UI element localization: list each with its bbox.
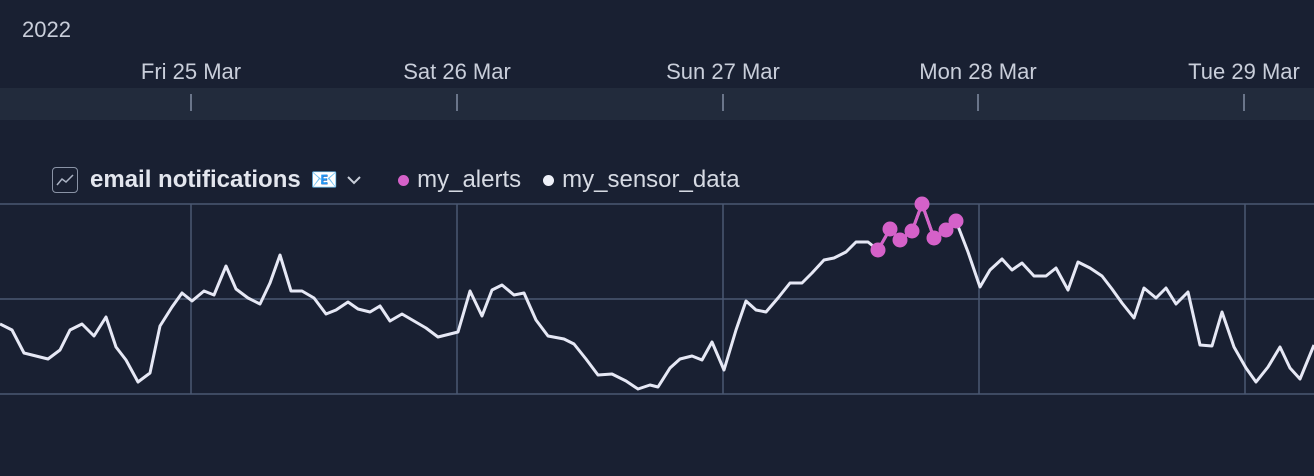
legend-item-my-sensor-data[interactable]: my_sensor_data <box>543 166 740 194</box>
alert-point[interactable] <box>870 242 886 258</box>
axis-tick <box>977 94 979 111</box>
legend-label: my_sensor_data <box>562 166 740 193</box>
grid <box>0 203 1314 395</box>
envelope-icon: 📧 <box>310 167 339 192</box>
axis-tick <box>190 94 192 111</box>
alert-point[interactable] <box>926 230 942 246</box>
alert-point[interactable] <box>892 232 908 248</box>
series-line-my-sensor-data[interactable] <box>0 202 1314 391</box>
legend-label: my_alerts <box>417 166 522 193</box>
chart-type-icon[interactable] <box>52 167 78 193</box>
legend-swatch <box>543 174 555 186</box>
panel-legend: email notifications 📧 my_alerts my_senso… <box>52 164 740 196</box>
panel-title[interactable]: email notifications <box>90 166 301 193</box>
year-label: 2022 <box>22 17 71 42</box>
alert-point[interactable] <box>938 222 954 238</box>
alert-point[interactable] <box>882 221 898 237</box>
date-label-tue: Tue 29 Mar <box>1188 59 1300 84</box>
axis-tick <box>1243 94 1245 111</box>
alert-point[interactable] <box>904 223 920 239</box>
axis-tick <box>456 94 458 111</box>
date-label-sun: Sun 27 Mar <box>666 59 780 84</box>
alert-point[interactable] <box>914 196 930 212</box>
legend-item-my-alerts[interactable]: my_alerts <box>398 166 521 194</box>
chevron-down-icon[interactable] <box>346 174 362 186</box>
date-label-mon: Mon 28 Mar <box>919 59 1037 84</box>
legend-swatch <box>398 174 410 186</box>
date-label-fri: Fri 25 Mar <box>140 59 242 84</box>
series-layer <box>0 196 1314 391</box>
date-label-sat: Sat 26 Mar <box>403 59 511 84</box>
axis-tick <box>722 94 724 111</box>
alert-point[interactable] <box>948 213 964 229</box>
time-axis-band[interactable] <box>0 88 1314 120</box>
